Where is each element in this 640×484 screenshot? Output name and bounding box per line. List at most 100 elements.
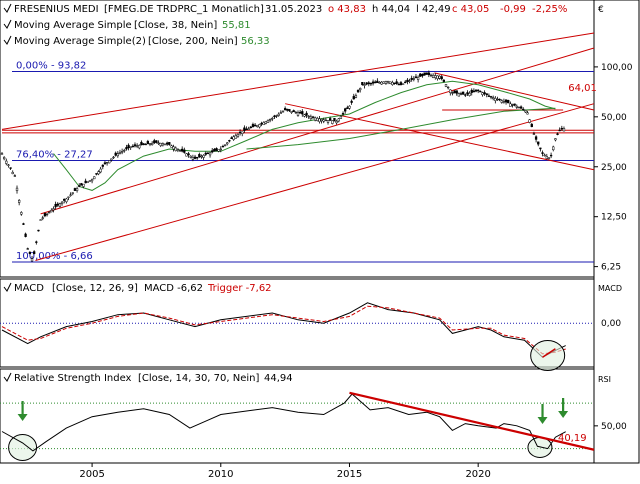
candle-body <box>80 183 83 186</box>
candle-body <box>75 188 79 191</box>
candle-body <box>275 115 278 117</box>
candle-body <box>243 127 246 131</box>
price-axis-tick-label: 12,50 <box>601 213 627 223</box>
rsi-panel: 50,00 40,19 <box>0 391 627 461</box>
candle-body <box>341 113 345 115</box>
candle-body <box>286 108 289 111</box>
price-axis-tick-label: 6,25 <box>601 263 621 273</box>
macd-highlight-circle <box>530 340 566 371</box>
candle-body <box>279 112 282 114</box>
macd-header-trigger: Trigger -7,62 <box>207 283 272 294</box>
candle-body <box>416 76 420 80</box>
ma200-legend-value: 56,33 <box>241 36 270 47</box>
candle-body <box>466 92 469 95</box>
candle-body <box>399 82 403 86</box>
candle-body <box>513 103 516 106</box>
candle-body <box>363 84 366 86</box>
price-header-date: 31.05.2023 <box>265 4 322 15</box>
candle-body <box>236 133 240 137</box>
trend-line <box>285 103 595 171</box>
candle-body <box>260 122 263 125</box>
macd-panel: 0,00 <box>0 302 621 371</box>
candle-body <box>232 136 235 140</box>
candle-body <box>247 128 250 130</box>
rsi-header-title: Relative Strength Index <box>14 373 132 384</box>
candle-body <box>103 162 107 165</box>
macd-trigger-line <box>1 305 566 355</box>
candle-body <box>99 168 102 173</box>
candle-body <box>271 118 274 120</box>
candle-body <box>477 89 480 92</box>
candle-body <box>320 119 323 121</box>
candle-body <box>135 145 139 147</box>
ma38-legend-params: [Close, 38, Nein] <box>134 20 217 31</box>
candle-body <box>530 123 533 128</box>
price-header-change-pct: -2,25% <box>532 4 567 15</box>
candle-body <box>496 98 499 101</box>
candle-body <box>234 135 237 139</box>
candle-body <box>500 100 503 103</box>
candle-body <box>131 145 134 148</box>
candle-body <box>5 160 8 164</box>
candle-body <box>395 81 398 84</box>
trend-line <box>40 47 595 215</box>
candle-body <box>380 81 383 85</box>
candle-body <box>238 131 242 134</box>
candle-body <box>223 144 227 146</box>
candle-body <box>421 73 424 77</box>
candle-body <box>37 229 40 232</box>
candle-body <box>303 114 306 117</box>
candle-body <box>144 143 147 146</box>
candle-body <box>189 155 192 158</box>
candle-body <box>562 128 566 132</box>
candle-body <box>367 82 370 85</box>
candle-body <box>273 115 276 118</box>
candle-body <box>26 248 29 250</box>
candle-body <box>515 105 518 108</box>
candle-body <box>419 73 422 77</box>
candle-body <box>196 157 199 159</box>
candle-body <box>509 103 512 107</box>
candle-body <box>290 111 293 113</box>
candle-body <box>185 153 188 157</box>
candle-body <box>412 78 415 80</box>
candle-body <box>391 82 394 86</box>
legend-marker-icon <box>3 3 12 13</box>
candle-body <box>511 104 514 106</box>
candle-body <box>258 124 261 128</box>
candle-body <box>241 131 244 134</box>
candle-body <box>485 93 488 95</box>
macd-header-title: MACD <box>14 283 44 294</box>
candle-body <box>73 188 77 191</box>
candle-body <box>150 142 154 146</box>
candle-body <box>71 192 74 194</box>
rsi-header-value: 44,94 <box>264 373 293 384</box>
candle-body <box>140 141 143 146</box>
rsi-highlight-circle <box>8 433 38 461</box>
candle-body <box>371 81 375 84</box>
candle-body <box>314 117 317 121</box>
candle-body <box>442 79 446 82</box>
candle-body <box>322 119 325 122</box>
candle-body <box>181 148 184 152</box>
candle-body <box>350 100 353 103</box>
candle-body <box>361 81 364 86</box>
candle-body <box>88 180 92 182</box>
candle-body <box>444 84 448 87</box>
candle-body <box>378 82 381 84</box>
candle-body <box>283 108 287 111</box>
candle-body <box>384 81 388 84</box>
legend-marker-icon <box>3 35 12 45</box>
candle-body <box>457 93 461 97</box>
candle-body <box>429 74 433 77</box>
candle-body <box>462 91 465 95</box>
candle-body <box>187 153 190 156</box>
rsi-header-params: [Close, 14, 30, 70, Nein] <box>138 373 259 384</box>
candle-body <box>127 144 130 149</box>
candle-body <box>15 187 19 192</box>
candle-body <box>404 81 407 83</box>
candle-body <box>170 145 173 148</box>
candle-body <box>479 90 482 93</box>
candle-body <box>174 147 177 151</box>
candle-body <box>440 76 443 80</box>
